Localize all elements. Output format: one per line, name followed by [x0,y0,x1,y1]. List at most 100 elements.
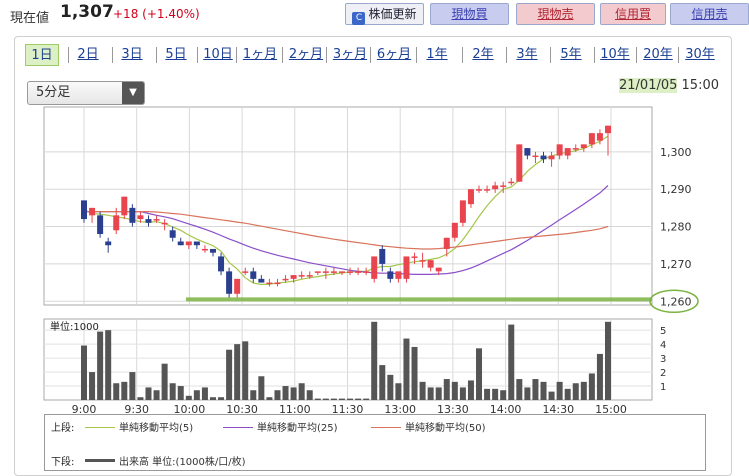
volume-bar [234,344,241,400]
current-price-value: 1,307 [60,2,114,22]
volume-tick-label: 2 [660,368,666,379]
candle-body [492,185,499,190]
volume-bar [258,376,265,400]
tab-7[interactable]: 3ヶ月 [332,47,368,62]
tab-separator [236,47,237,63]
x-tick-label: 14:30 [542,403,574,416]
candle-body [137,215,144,220]
legend-ma5-swatch [85,427,115,428]
candle-body [484,189,491,191]
candle-body [314,271,321,273]
volume-bar [347,398,354,400]
tab-separator [326,47,327,63]
candle-body [524,148,531,156]
candle-body [355,271,362,273]
candle-body [129,207,136,223]
candle-body [185,241,192,246]
legend-ma50: 単純移動平均(50) [371,419,486,434]
candle-body [169,230,176,238]
tab-4[interactable]: 10日 [203,47,233,62]
volume-bar [387,374,394,400]
candle-body [81,200,87,220]
tab-9[interactable]: 1年 [426,47,448,62]
volume-bar [129,372,136,400]
volume-bar [97,331,104,400]
volume-bar [306,390,313,400]
tab-1[interactable]: 2日 [77,47,99,62]
volume-bar [435,387,442,400]
candle-body [177,241,184,246]
tab-5[interactable]: 1ヶ月 [242,47,278,62]
volume-bar [419,381,426,400]
volume-tick-label: 5 [660,326,666,337]
tab-separator [370,47,371,63]
chart-timestamp: 21/01/05 15:00 [615,75,723,97]
candle-body [564,148,571,156]
margin-sell-button[interactable]: 信用売 [670,3,749,25]
tab-0[interactable]: 1日 [25,44,59,66]
volume-bar [338,398,345,400]
tab-15[interactable]: 30年 [685,47,715,62]
volume-bar [451,381,458,400]
tab-8[interactable]: 6ヶ月 [376,47,412,62]
tab-10[interactable]: 2年 [472,47,494,62]
tab-13[interactable]: 10年 [600,47,630,62]
x-tick-label: 10:30 [226,403,258,416]
candle-body [201,248,208,251]
x-tick-label: 13:00 [384,403,416,416]
volume-bar [363,398,370,400]
candle-body [467,189,474,205]
volume-bar [459,387,466,400]
volume-bar [290,387,297,400]
tab-12[interactable]: 5年 [560,47,582,62]
tab-3[interactable]: 5日 [165,47,187,62]
volume-bar [467,380,474,400]
volume-bar [137,397,144,400]
legend-ma5-label: 単純移動平均(5) [119,423,194,434]
volume-bar [596,353,603,400]
interval-select-value: 5分足 [36,85,71,100]
legend-ma50-swatch [371,427,401,428]
legend-volume: 出来高 単位:(1000株/口/枚) [85,453,246,468]
candle-body [516,144,523,182]
candle-body [330,271,337,273]
candle-body [572,148,579,150]
tab-separator [197,47,198,63]
ma-line-1 [84,185,609,275]
y-tick-label: 1,290 [660,183,692,196]
volume-bar [274,390,281,400]
interval-select[interactable]: 5分足 ▼ [27,81,145,105]
candle-body [387,271,394,279]
volume-bar [427,387,434,400]
volume-tick-label: 1 [660,382,666,393]
tab-2[interactable]: 3日 [121,47,143,62]
candle-body [605,125,611,134]
tab-separator [678,47,679,63]
tab-11[interactable]: 3年 [516,47,538,62]
current-price-label: 現在値 [10,11,50,26]
refresh-price-button[interactable]: C 株価更新 [345,3,424,25]
tab-14[interactable]: 20年 [643,47,673,62]
volume-bar [371,321,378,400]
candle-body [411,256,418,258]
candle-body [258,278,265,283]
volume-bar [322,398,329,400]
x-tick-label: 15:00 [595,403,627,416]
candle-body [588,133,595,145]
candle-body [379,248,386,264]
candle-body [459,200,466,223]
tab-separator [156,47,157,63]
volume-bar [153,390,160,400]
tab-separator [462,47,463,63]
cash-buy-button[interactable]: 現物買 [430,3,509,25]
candle-body [580,144,587,149]
candle-body [226,271,233,294]
cash-sell-button[interactable]: 現物売 [516,3,595,25]
volume-tick-label: 4 [660,340,666,351]
tab-6[interactable]: 2ヶ月 [288,47,324,62]
volume-bar [403,338,410,400]
legend-ma25-label: 単純移動平均(25) [257,423,338,434]
margin-buy-button[interactable]: 信用買 [600,3,666,25]
candle-body [306,275,313,277]
